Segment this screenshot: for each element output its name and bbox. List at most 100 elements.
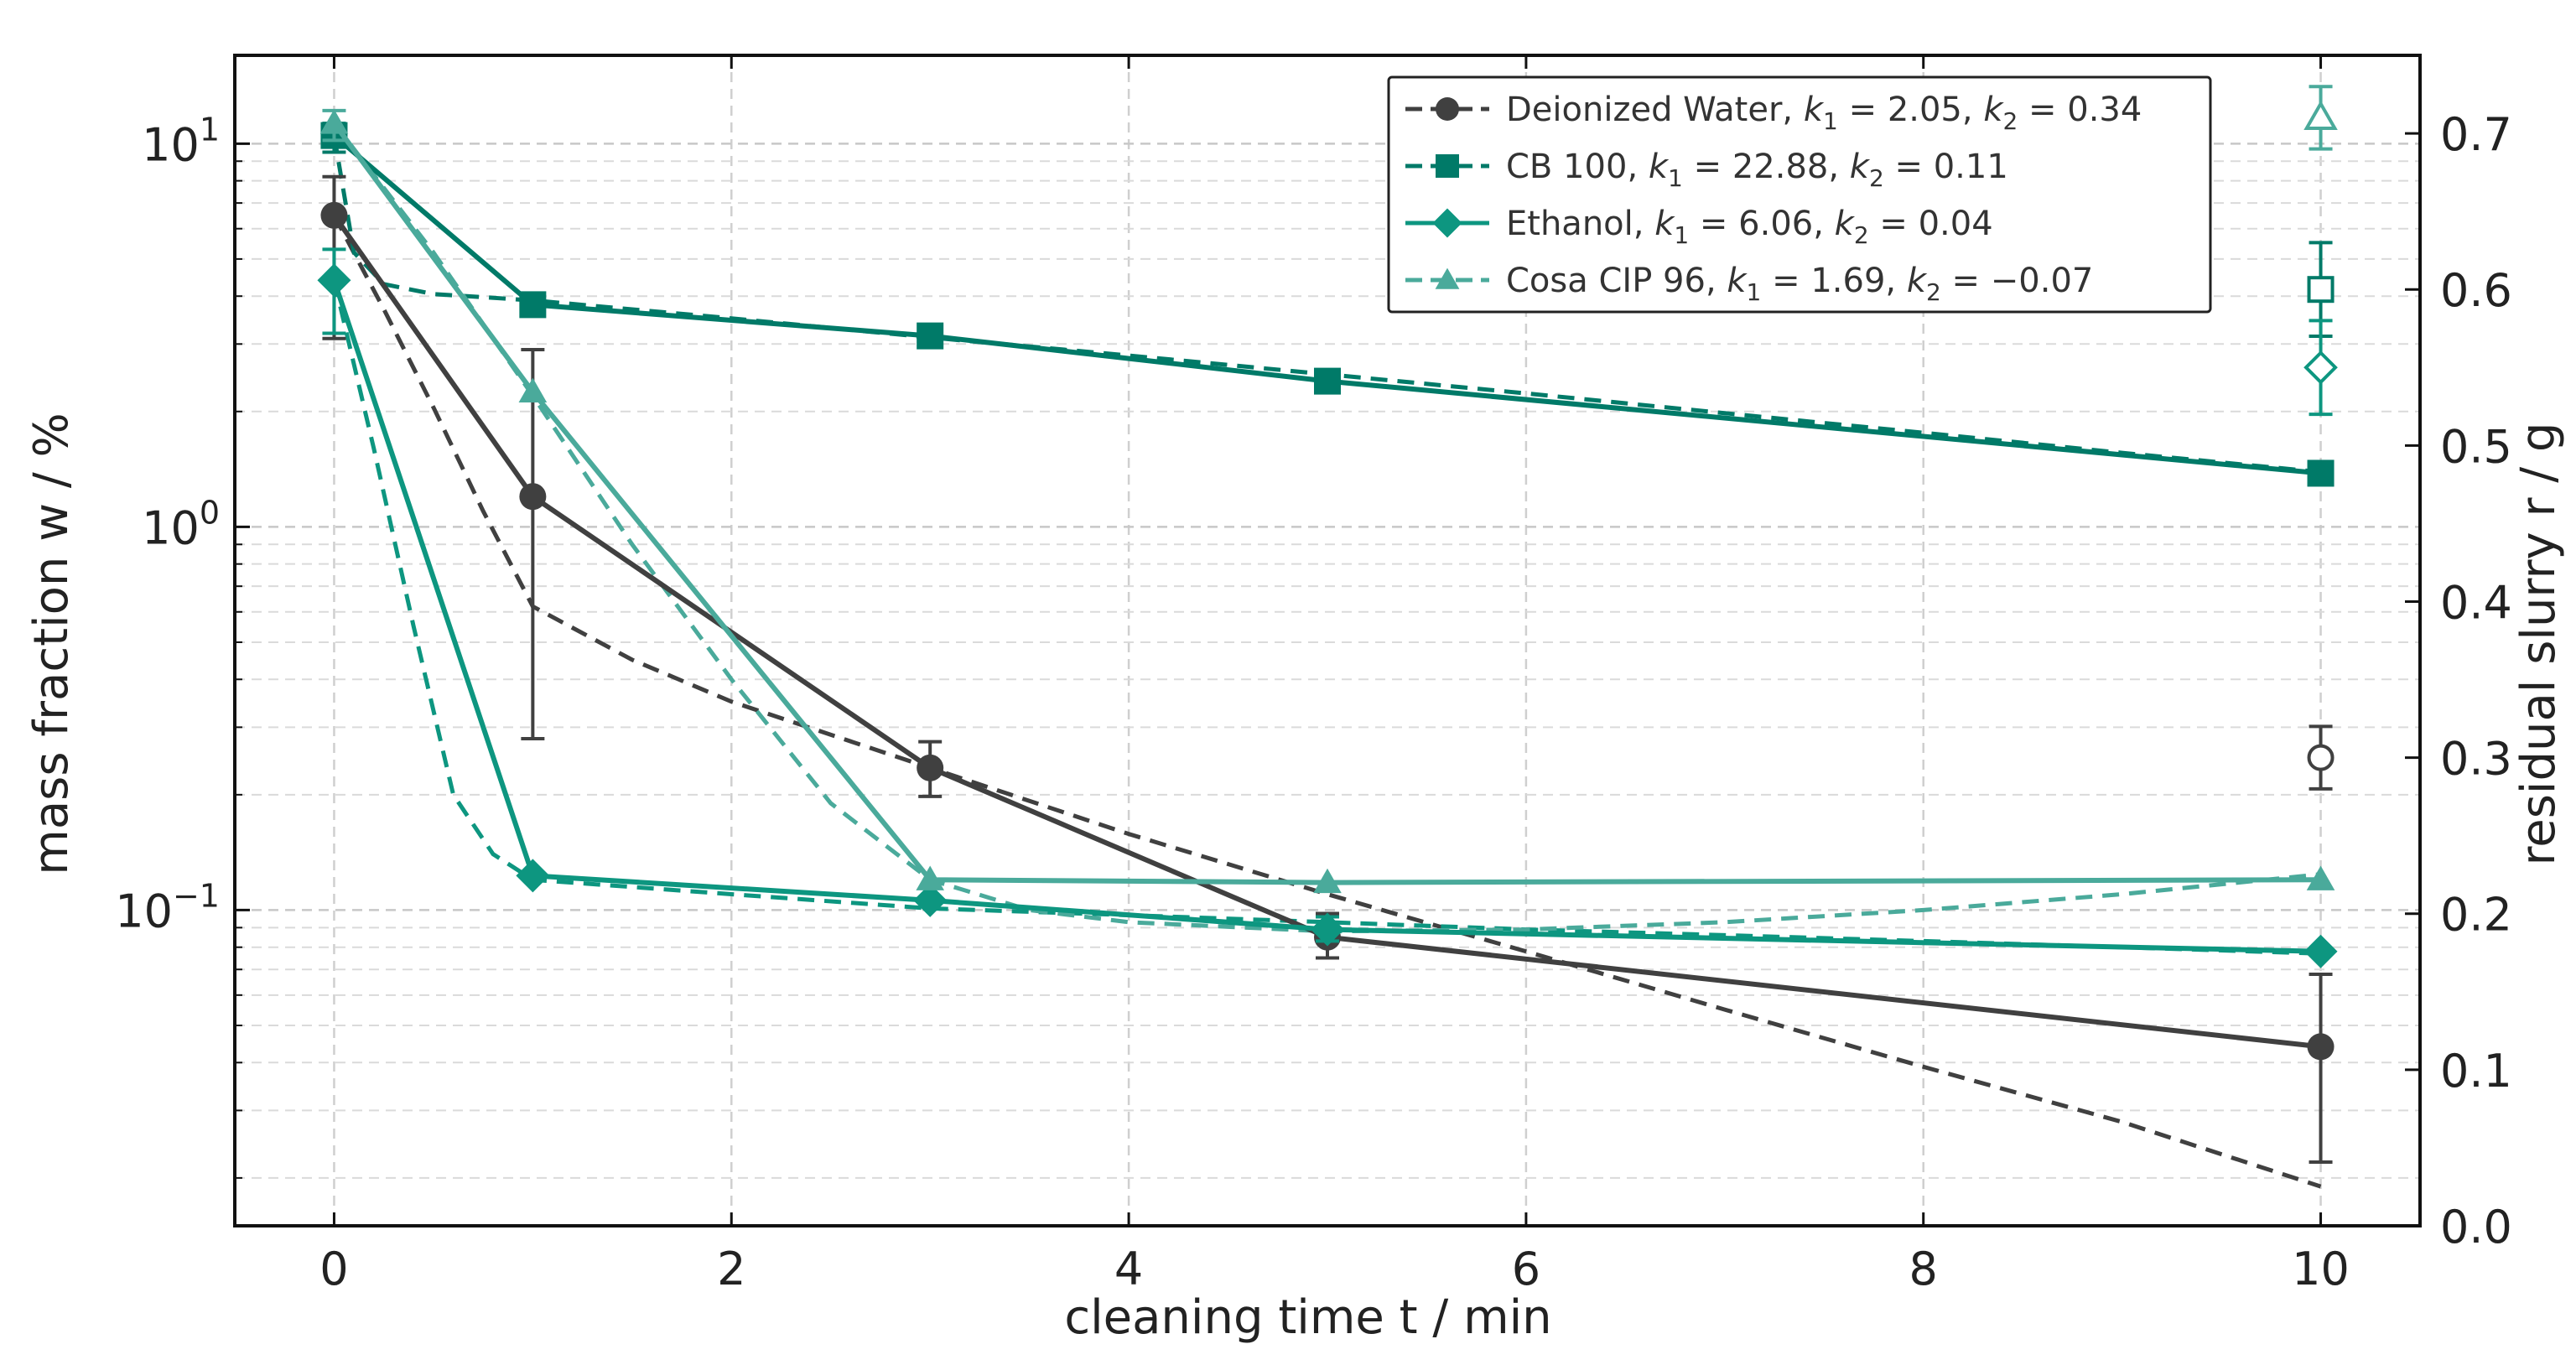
y-tick-base: 10 <box>142 118 200 171</box>
legend-value: 22.88 <box>1732 148 1829 186</box>
x-tick-label: 2 <box>717 1243 745 1295</box>
data-point-ethanol <box>516 859 550 893</box>
legend-text-fragment: , <box>1627 148 1648 186</box>
data-point-deionized-water <box>320 201 348 229</box>
legend-text-fragment: = <box>1838 91 1888 129</box>
legend-text-fragment: = <box>1761 262 1810 300</box>
y-tick-exponent: −1 <box>173 877 220 914</box>
legend-text-fragment: , <box>1828 148 1849 186</box>
data-point-ethanol <box>317 263 351 298</box>
legend-symbol: k <box>1835 205 1856 243</box>
legend-symbol: k <box>1804 91 1825 129</box>
legend-entry-deionized-water: Deionized Water, k1 = 2.05, k2 = 0.34 <box>1506 91 2142 135</box>
legend-value: 0.11 <box>1934 148 2008 186</box>
data-point-cosa-cip-96 <box>916 865 944 890</box>
legend-text-fragment: 1 <box>1668 164 1683 192</box>
legend-text-fragment: = <box>1683 148 1732 186</box>
y2-tick-label: 0.6 <box>2440 264 2512 317</box>
legend-value: CB 100 <box>1506 148 1627 186</box>
legend-value: Cosa CIP 96 <box>1506 262 1706 300</box>
legend-text-fragment: = <box>1941 262 1991 300</box>
legend-value: 6.06 <box>1738 205 1813 243</box>
legend-text-fragment: 2 <box>1854 221 1869 249</box>
y2-tick-label: 0.2 <box>2440 889 2512 942</box>
legend-text-fragment: 2 <box>2002 107 2018 135</box>
legend: Deionized Water, k1 = 2.05, k2 = 0.34CB … <box>1387 75 2212 314</box>
legend-text-fragment: 1 <box>1747 278 1762 306</box>
residual-point-deionized-water <box>2307 744 2334 771</box>
legend-value: −0.07 <box>1991 262 2094 300</box>
x-tick-label: 6 <box>1512 1243 1540 1295</box>
legend-entry-cosa-cip-96: Cosa CIP 96, k1 = 1.69, k2 = −0.07 <box>1506 262 2093 306</box>
legend-value: 0.04 <box>1919 205 1993 243</box>
legend-text-fragment: = <box>2018 91 2067 129</box>
legend-entry-ethanol: Ethanol, k1 = 6.06, k2 = 0.04 <box>1506 205 1993 249</box>
legend-text-fragment: = <box>1884 148 1934 186</box>
legend-text-fragment: 1 <box>1823 107 1838 135</box>
residual-point-ethanol <box>2303 350 2338 385</box>
legend-symbol: k <box>1654 205 1675 243</box>
data-point-cb-100 <box>917 322 944 350</box>
y-tick-label: 10−1 <box>115 877 220 937</box>
data-point-deionized-water <box>519 483 547 511</box>
y-tick-base: 10 <box>142 501 200 554</box>
y2-axis-label: residual slurry r / g <box>2511 423 2566 866</box>
legend-text-fragment: 2 <box>1926 278 1941 306</box>
x-tick-label: 0 <box>319 1243 348 1295</box>
legend-entry-cb-100: CB 100, k1 = 22.88, k2 = 0.11 <box>1506 148 2008 192</box>
legend-marker-cosa-cip-96 <box>1435 267 1460 289</box>
data-point-ethanol <box>1311 912 1344 947</box>
y-tick-label: 100 <box>142 494 220 554</box>
y2-tick-label: 0.3 <box>2440 733 2512 786</box>
legend-box <box>1387 75 2212 314</box>
legend-text-fragment: , <box>1706 262 1727 300</box>
legend-text-fragment: 2 <box>1869 164 1884 192</box>
data-point-cosa-cip-96 <box>2306 865 2335 890</box>
data-series <box>317 85 2338 1164</box>
data-point-deionized-water <box>2307 1033 2334 1061</box>
legend-value: 2.05 <box>1888 91 1962 129</box>
data-point-cb-100 <box>519 291 547 319</box>
x-tick-label: 8 <box>1909 1243 1938 1295</box>
data-point-cb-100 <box>2307 459 2334 487</box>
legend-symbol: k <box>1907 262 1928 300</box>
legend-text-fragment: , <box>1962 91 1983 129</box>
legend-text-fragment: , <box>1885 262 1906 300</box>
data-point-cb-100 <box>1314 367 1341 395</box>
data-point-ethanol <box>2303 934 2338 968</box>
y2-tick-label: 0.1 <box>2440 1045 2512 1098</box>
legend-value: Deionized Water <box>1506 91 1783 129</box>
y2-tick-label: 0.0 <box>2440 1201 2512 1253</box>
legend-text-fragment: , <box>1633 205 1654 243</box>
x-tick-label: 10 <box>2292 1243 2350 1295</box>
legend-marker-cb-100 <box>1436 154 1459 178</box>
y-tick-exponent: 1 <box>200 111 220 148</box>
legend-symbol: k <box>1649 148 1670 186</box>
x-axis-label: cleaning time t / min <box>1064 1290 1551 1345</box>
axes: 0 2 4 6 8 1010−11001010.00.10.20.30.40.50.60.… <box>115 54 2512 1295</box>
legend-value: 0.34 <box>2067 91 2142 129</box>
plot-frame <box>233 54 2422 1227</box>
y-tick-label: 101 <box>142 111 220 171</box>
y2-tick-label: 0.7 <box>2440 108 2512 161</box>
legend-text-fragment: , <box>1813 205 1834 243</box>
legend-text-fragment: = <box>1869 205 1919 243</box>
data-point-cosa-cip-96 <box>1313 868 1342 894</box>
legend-symbol: k <box>1727 262 1748 300</box>
data-point-cosa-cip-96 <box>319 109 349 134</box>
data-point-deionized-water <box>917 754 944 781</box>
residual-point-cb-100 <box>2307 276 2334 304</box>
x-tick-label: 4 <box>1114 1243 1143 1295</box>
y-tick-base: 10 <box>115 885 173 937</box>
data-point-ethanol <box>913 883 948 917</box>
legend-text-fragment: = <box>1689 205 1738 243</box>
residual-point-cosa-cip-96 <box>2303 100 2338 131</box>
legend-value: Ethanol <box>1506 205 1633 243</box>
y2-tick-label: 0.5 <box>2440 420 2512 473</box>
legend-text-fragment: , <box>1782 91 1803 129</box>
legend-symbol: k <box>1850 148 1871 186</box>
legend-marker-ethanol <box>1432 208 1462 238</box>
legend-symbol: k <box>1983 91 2004 129</box>
legend-text-fragment: 1 <box>1674 221 1689 249</box>
